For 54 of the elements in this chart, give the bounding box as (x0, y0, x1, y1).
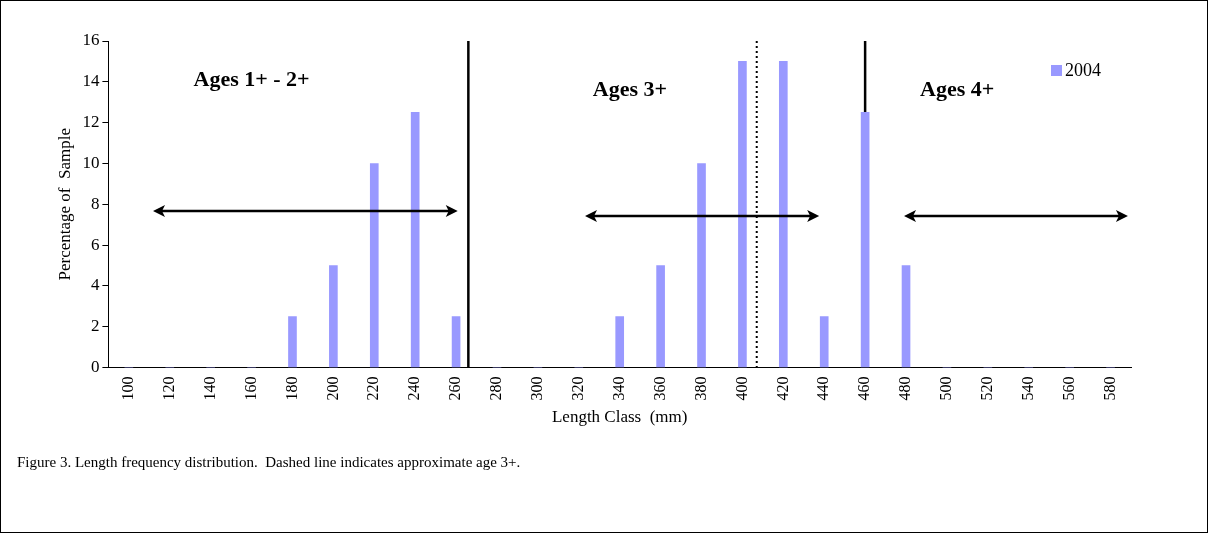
bar (778, 61, 788, 368)
x-tick-label: 260 (446, 376, 464, 401)
y-tick-label: 8 (90, 193, 100, 213)
x-tick-label: 200 (323, 376, 341, 401)
y-tick-label: 14 (82, 71, 100, 91)
y-tick-label: 4 (90, 275, 100, 295)
bar (329, 265, 338, 368)
bar (615, 316, 625, 368)
x-tick-label: 340 (609, 376, 627, 401)
x-tick-label: 380 (691, 376, 709, 401)
x-tick-label: 520 (978, 376, 996, 401)
x-tick-label: 480 (896, 376, 914, 401)
annotation: Ages 4+ (920, 75, 995, 101)
y-tick-label: 16 (82, 30, 100, 50)
legend-label: 2004 (1065, 59, 1101, 80)
x-tick-label: 400 (732, 376, 750, 401)
x-tick-label: 360 (650, 376, 668, 401)
bar (288, 316, 297, 368)
x-tick-label: 240 (405, 376, 423, 401)
bar (697, 163, 706, 368)
y-tick-label: 0 (90, 357, 100, 377)
x-tick-label: 320 (569, 376, 586, 401)
x-tick-label: 300 (528, 376, 546, 401)
x-tick-label: 120 (159, 376, 177, 401)
x-tick-label: 560 (1059, 376, 1077, 401)
y-tick-label: 12 (82, 112, 100, 132)
x-tick-label: 540 (1018, 376, 1036, 401)
y-axis-title: Percentage of Sample (54, 128, 74, 281)
x-tick-label: 180 (282, 376, 300, 401)
x-tick-label: 500 (937, 376, 955, 401)
annotation: Ages 3+ (592, 75, 668, 101)
annotation: Ages 1+ - 2+ (193, 65, 310, 91)
x-tick-label: 440 (814, 376, 832, 401)
bar (738, 61, 747, 368)
y-tick-label: 6 (90, 234, 100, 254)
x-tick-label: 220 (364, 376, 382, 401)
bar (656, 265, 665, 368)
x-tick-label: 460 (855, 376, 873, 401)
y-tick-label: 10 (82, 152, 100, 172)
x-axis-title: Length Class (mm) (551, 407, 688, 427)
bar (451, 316, 461, 368)
x-tick-label: 140 (200, 376, 218, 401)
x-tick-label: 580 (1100, 376, 1118, 401)
x-tick-label: 420 (773, 376, 791, 401)
x-tick-label: 100 (119, 376, 137, 401)
bar (860, 112, 870, 368)
bar (901, 265, 911, 368)
bar (369, 163, 379, 368)
y-tick-label: 2 (90, 316, 100, 336)
x-tick-label: 280 (487, 376, 505, 401)
bar (819, 316, 829, 368)
caption: Figure 3. Length frequency distribution. Dashed line indicates approximate age 3+. (17, 453, 521, 470)
bar (410, 112, 420, 368)
x-tick-label: 160 (241, 376, 259, 401)
